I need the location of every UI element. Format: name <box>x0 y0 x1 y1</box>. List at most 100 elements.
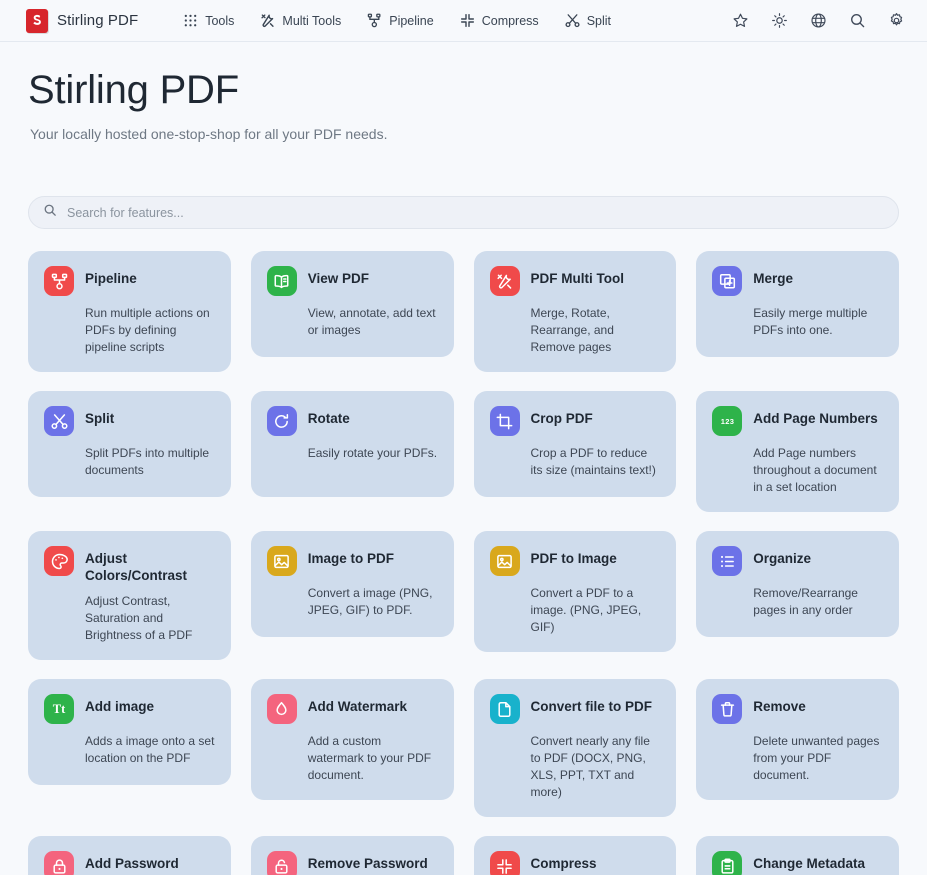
nav-item-label: Split <box>586 13 612 28</box>
feature-card-compress[interactable]: CompressCompress PDFs to reduce their fi… <box>473 836 677 875</box>
tools-icon <box>489 266 520 296</box>
feature-card-change-metadata[interactable]: Change MetadataChange/Remove/Add metadat… <box>696 836 899 875</box>
book-open-icon <box>266 266 297 296</box>
feature-card-remove[interactable]: Remove Delete unwanted pages from your PD… <box>696 679 899 801</box>
feature-card-title: Organize <box>753 551 812 567</box>
feature-card-description: Run multiple actions on PDFs by defining… <box>85 306 210 355</box>
nav-item-multi-tools[interactable]: Multi Tools <box>247 7 354 34</box>
feature-card-header: Convert file to PDF <box>489 694 661 725</box>
feature-card-title: Pipeline <box>85 271 137 286</box>
feature-card-description: Crop a PDF to reduce its size (maintains… <box>530 446 656 478</box>
feature-card-header: Split <box>44 406 215 437</box>
feature-card-convert-file-to-pdf[interactable]: Convert file to PDF Convert nearly any fi… <box>473 679 677 818</box>
nav-item-split[interactable]: Split <box>552 7 624 34</box>
feature-card-header: Adjust Colors/Contrast <box>44 546 215 584</box>
feature-card-image-to-pdf[interactable]: Image to PDF Convert a image (PNG, JPEG, … <box>250 531 454 638</box>
feature-card-split[interactable]: Split Split PDFs into multiple documents <box>28 391 231 498</box>
feature-card-pipeline[interactable]: Pipeline Run multiple actions on PDFs by … <box>28 251 231 373</box>
feature-card-title: Adjust Colors/Contrast <box>85 551 188 583</box>
feature-card-title: PDF to Image <box>530 551 617 567</box>
feature-card-pdf-to-image[interactable]: PDF to Image Convert a PDF to a image. (P… <box>473 531 677 653</box>
feature-card-header: Remove <box>712 694 883 725</box>
feature-card-description: Delete unwanted pages from your PDF docu… <box>753 734 880 783</box>
feature-card-add-image[interactable]: Tt Add image Adds a image onto a set locat… <box>28 679 231 786</box>
image-icon <box>489 546 520 577</box>
feature-card-title: Compress <box>530 856 597 872</box>
feature-card-header: 123 Add Page Numbers <box>712 406 883 437</box>
feature-card-title: Add image <box>85 699 155 715</box>
feature-card-description: Adjust Contrast, Saturation and Brightne… <box>85 594 193 643</box>
globe-icon[interactable] <box>805 8 831 34</box>
grid-dots-icon <box>183 13 198 28</box>
feature-card-add-password[interactable]: Add PasswordEncrypt your PDF document wi… <box>28 836 231 875</box>
text-format-icon: Tt <box>44 694 74 725</box>
feature-card-description: Easily rotate your PDFs. <box>307 446 438 461</box>
scissors-icon <box>565 13 580 28</box>
page-title: Stirling PDF <box>28 68 239 112</box>
feature-card-title: Change Metadata <box>753 856 866 872</box>
lock-open-icon <box>266 851 297 875</box>
gear-icon[interactable] <box>883 8 909 34</box>
compress-icon <box>460 13 475 28</box>
clipboard-icon <box>712 851 743 875</box>
star-icon[interactable] <box>727 8 753 34</box>
nav-item-compress[interactable]: Compress <box>447 7 552 34</box>
crop-icon <box>489 406 520 437</box>
search-input[interactable] <box>67 205 884 220</box>
nav-item-label: Multi Tools <box>282 13 342 28</box>
feature-card-description: Easily merge multiple PDFs into one. <box>753 306 868 338</box>
number-123-icon: 123 <box>712 406 743 437</box>
sun-icon[interactable] <box>766 8 792 34</box>
feature-card-header: View PDF <box>266 266 438 296</box>
feature-card-header: Add Watermark <box>266 694 438 725</box>
compress-icon <box>489 851 520 875</box>
pipeline-icon <box>367 13 382 28</box>
feature-card-title: Image to PDF <box>307 551 395 567</box>
feature-card-rotate[interactable]: Rotate Easily rotate your PDFs. <box>250 391 454 498</box>
feature-card-pdf-multi-tool[interactable]: PDF Multi Tool Merge, Rotate, Rearrange, … <box>473 251 677 373</box>
lock-closed-icon <box>44 851 74 875</box>
feature-card-header: PDF Multi Tool <box>489 266 661 296</box>
page-subtitle: Your locally hosted one-stop-shop for al… <box>30 126 388 142</box>
feature-card-header: Remove Password <box>266 851 438 875</box>
feature-card-add-page-numbers[interactable]: 123 Add Page Numbers Add Page numbers thro… <box>696 391 899 513</box>
feature-card-title: Remove Password <box>307 856 428 872</box>
stirling-logo-icon <box>26 8 48 33</box>
trash-icon <box>712 694 743 725</box>
top-navbar: Stirling PDF Tools Multi Tools <box>0 0 927 42</box>
feature-card-crop-pdf[interactable]: Crop PDF Crop a PDF to reduce its size (m… <box>473 391 677 498</box>
feature-card-add-watermark[interactable]: Add Watermark Add a custom watermark to y… <box>250 679 454 801</box>
nav-item-label: Compress <box>481 13 539 28</box>
feature-card-title: Crop PDF <box>530 411 593 427</box>
palette-icon <box>44 546 74 577</box>
feature-card-title: Split <box>85 411 115 427</box>
feature-card-description: Adds a image onto a set location on the … <box>85 734 215 766</box>
brand-home-link[interactable]: Stirling PDF <box>26 8 138 33</box>
pipeline-icon <box>44 266 74 296</box>
water-drop-icon <box>266 694 297 725</box>
feature-card-header: Pipeline <box>44 266 215 296</box>
feature-card-organize[interactable]: Organize Remove/Rearrange pages in any or… <box>696 531 899 638</box>
feature-card-merge[interactable]: Merge Easily merge multiple PDFs into one… <box>696 251 899 357</box>
feature-card-header: Add Password <box>44 851 215 875</box>
feature-card-header: Organize <box>712 546 883 577</box>
feature-card-adjust-colors-contrast[interactable]: Adjust Colors/Contrast Adjust Contrast, S… <box>28 531 231 661</box>
nav-links: Tools Multi Tools Pipelin <box>170 7 624 34</box>
feature-card-title: Remove <box>753 699 806 715</box>
feature-card-title: Merge <box>753 271 794 286</box>
feature-card-view-pdf[interactable]: View PDF View, annotate, add text or imag… <box>250 251 454 357</box>
feature-card-description: Split PDFs into multiple documents <box>85 446 210 478</box>
feature-card-description: Merge, Rotate, Rearrange, and Remove pag… <box>530 306 614 355</box>
hero-section: Stirling PDF Your locally hosted one-sto… <box>28 42 899 142</box>
search-icon[interactable] <box>844 8 870 34</box>
nav-item-tools[interactable]: Tools <box>170 7 247 34</box>
feature-card-description: Add a custom watermark to your PDF docum… <box>307 734 432 783</box>
svg-text:123: 123 <box>721 417 734 426</box>
list-icon <box>712 546 743 577</box>
feature-card-title: Add Page Numbers <box>753 411 878 427</box>
page-content: Stirling PDF Your locally hosted one-sto… <box>0 42 927 875</box>
feature-search-bar[interactable] <box>28 196 899 229</box>
feature-card-header: Image to PDF <box>266 546 438 577</box>
nav-item-pipeline[interactable]: Pipeline <box>354 7 446 34</box>
